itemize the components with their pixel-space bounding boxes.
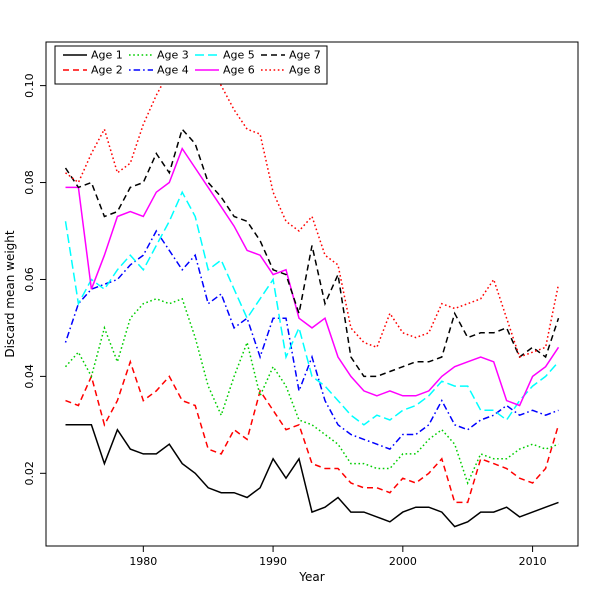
legend-label-age-5: Age 5 <box>223 49 255 62</box>
y-tick-label: 0.02 <box>23 461 36 486</box>
legend-label-age-3: Age 3 <box>157 49 189 62</box>
legend-label-age-1: Age 1 <box>91 49 123 62</box>
y-tick-label: 0.08 <box>23 170 36 195</box>
x-tick-label: 2010 <box>519 555 547 568</box>
series-line-age-3 <box>64 297 559 486</box>
plot-area: 1980 1990 2000 2010 0.02 0.04 0.06 0.08 0.10 Age … <box>23 41 579 568</box>
y-axis-label: Discard mean weight <box>3 230 17 358</box>
x-tick-label: 1980 <box>129 555 157 568</box>
legend-label-age-2: Age 2 <box>91 64 123 77</box>
plot-box <box>45 41 579 547</box>
series-line-age-1 <box>65 424 559 528</box>
y-tick-label: 0.10 <box>23 73 36 98</box>
y-tick-label: 0.04 <box>23 364 36 389</box>
legend-label-age-7: Age 7 <box>289 49 321 62</box>
y-tick-label: 0.06 <box>23 267 36 292</box>
legend-box <box>54 45 328 85</box>
series-line-age-5 <box>64 190 560 426</box>
legend-label-age-6: Age 6 <box>223 64 255 77</box>
series-line-age-8 <box>65 60 560 358</box>
x-tick-label: 1990 <box>259 555 287 568</box>
x-tick-label: 2000 <box>389 555 417 568</box>
series-line-age-4 <box>64 229 559 450</box>
series-line-age-2 <box>65 359 560 504</box>
legend-label-age-4: Age 4 <box>157 64 189 77</box>
series-line-age-6 <box>65 146 560 407</box>
x-axis-label: Year <box>298 570 324 584</box>
series-line-age-7 <box>64 127 560 378</box>
legend-label-age-8: Age 8 <box>289 64 321 77</box>
